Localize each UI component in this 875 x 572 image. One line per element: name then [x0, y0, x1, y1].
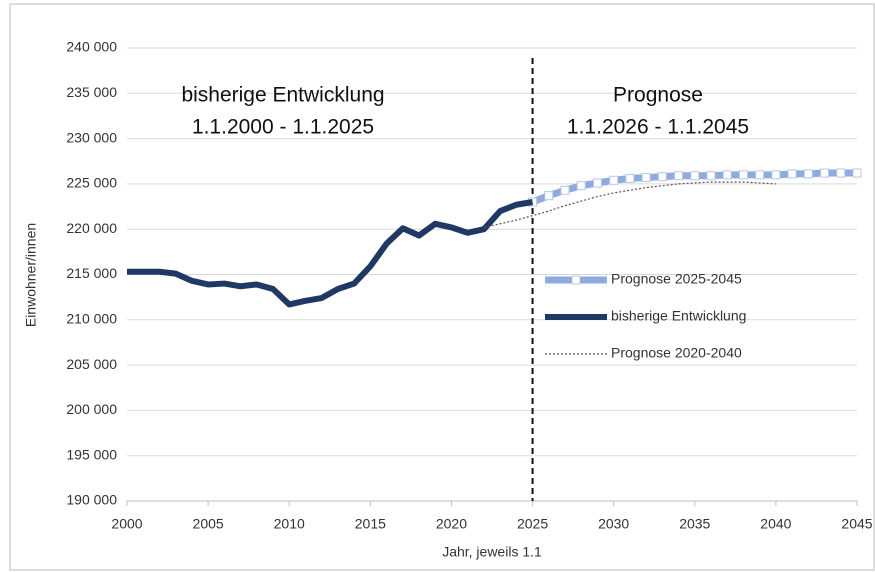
x-tick-label: 2015	[355, 516, 386, 532]
x-tick-label: 2025	[517, 516, 548, 532]
y-tick-label: 225 000	[66, 175, 117, 191]
y-tick-label: 195 000	[66, 446, 117, 462]
marker	[722, 170, 732, 180]
marker	[560, 185, 570, 195]
legend-label: bisherige Entwicklung	[611, 308, 746, 324]
y-tick-label: 200 000	[66, 401, 117, 417]
y-tick-label: 230 000	[66, 129, 117, 145]
y-tick-label: 235 000	[66, 84, 117, 100]
marker	[771, 170, 781, 180]
marker	[641, 173, 651, 183]
x-tick-label: 2005	[193, 516, 224, 532]
marker	[787, 169, 797, 179]
marker	[592, 178, 602, 188]
marker	[738, 170, 748, 180]
annotation: Prognose	[613, 84, 703, 107]
marker	[657, 172, 667, 182]
series-line	[127, 199, 534, 308]
marker	[609, 175, 619, 185]
x-tick-label: 2010	[274, 516, 305, 532]
annotation: 1.1.2000 - 1.1.2025	[192, 116, 374, 139]
x-tick-label: 2030	[598, 516, 629, 532]
y-axis-label: Einwohner/innen	[23, 223, 39, 327]
y-tick-label: 205 000	[66, 356, 117, 372]
marker	[836, 168, 846, 178]
marker	[690, 171, 700, 181]
chart-frame	[9, 3, 875, 571]
x-axis-label: Jahr, jeweils 1.1	[442, 544, 542, 560]
annotation: 1.1.2026 - 1.1.2045	[567, 116, 749, 139]
x-tick-label: 2035	[679, 516, 710, 532]
legend-marker	[571, 275, 581, 285]
y-tick-label: 240 000	[66, 39, 117, 55]
x-tick-label: 2045	[841, 516, 872, 532]
legend-label: Prognose 2020-2040	[611, 345, 742, 361]
legend-label: Prognose 2025-2045	[611, 271, 742, 287]
y-tick-label: 210 000	[66, 311, 117, 327]
x-tick-label: 2000	[111, 516, 142, 532]
marker	[576, 181, 586, 191]
series-line	[483, 181, 776, 228]
marker	[674, 171, 684, 181]
y-tick-label: 215 000	[66, 265, 117, 281]
y-tick-label: 190 000	[66, 492, 117, 508]
marker	[803, 169, 813, 179]
x-tick-label: 2040	[760, 516, 791, 532]
marker	[820, 168, 830, 178]
marker	[544, 191, 554, 201]
annotation: bisherige Entwicklung	[181, 84, 384, 107]
y-tick-label: 220 000	[66, 220, 117, 236]
marker	[852, 168, 862, 178]
marker	[625, 173, 635, 183]
x-tick-label: 2020	[436, 516, 467, 532]
marker	[706, 171, 716, 181]
marker	[755, 170, 765, 180]
